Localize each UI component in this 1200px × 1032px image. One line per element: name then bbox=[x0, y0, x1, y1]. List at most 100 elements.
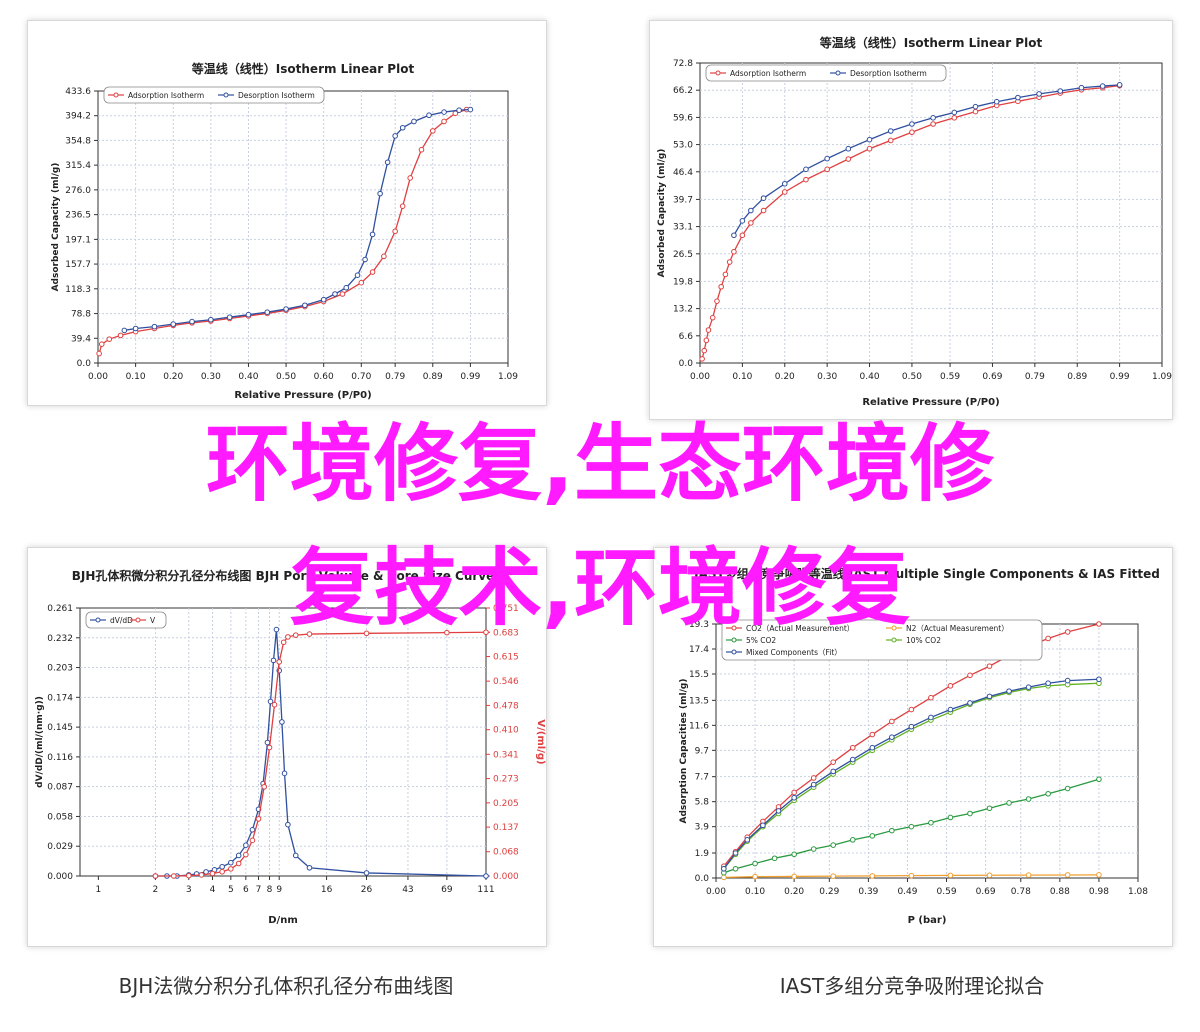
x-tick-label: 0.10 bbox=[745, 887, 765, 897]
x-tick-label: 111 bbox=[477, 885, 494, 895]
data-point bbox=[392, 228, 398, 235]
data-point bbox=[928, 714, 934, 721]
data-point bbox=[384, 159, 391, 166]
y-tick-label: 72.8 bbox=[673, 59, 693, 69]
isotherm-linear-plot-1: 等温线（线性）Isotherm Linear Plot 0.0 39.4 78.8 11… bbox=[51, 61, 518, 401]
data-point bbox=[752, 873, 758, 880]
data-point bbox=[1025, 872, 1032, 878]
y2-tick-label: 0.683 bbox=[493, 628, 519, 638]
data-point bbox=[726, 259, 733, 265]
data-point bbox=[718, 283, 724, 290]
data-point bbox=[381, 253, 387, 260]
data-point bbox=[363, 870, 370, 876]
data-point bbox=[132, 325, 139, 332]
data-point bbox=[1064, 785, 1071, 792]
data-point bbox=[791, 851, 797, 858]
y2-axis-label: V/(ml/g) bbox=[535, 719, 546, 764]
y-tick-label: 0.029 bbox=[47, 842, 73, 852]
data-point bbox=[947, 683, 954, 689]
data-point bbox=[810, 781, 817, 788]
y-axis-label: dV/dD/(ml/(nm·g)) bbox=[35, 696, 45, 788]
legend-marker bbox=[891, 637, 897, 643]
y-tick-label: 78.8 bbox=[71, 310, 91, 320]
y-tick-label: 0.087 bbox=[47, 783, 73, 793]
data-point bbox=[908, 872, 915, 879]
legend-marker bbox=[835, 70, 841, 76]
x-tick-label: 1.09 bbox=[1152, 372, 1172, 382]
data-point bbox=[1045, 790, 1051, 797]
y-axis-label: Adsorption Capacities (ml/g) bbox=[679, 679, 689, 824]
data-point bbox=[235, 852, 242, 859]
series-line-2 bbox=[723, 778, 1100, 874]
x-tick-label: 0.88 bbox=[1050, 887, 1070, 897]
bjh-pore-size-plot: BJH孔体积微分积分孔径分布线图 BJH Pore Volume & Pore … bbox=[35, 568, 546, 926]
x-tick-label: 0.10 bbox=[732, 372, 752, 382]
overlay-title-line-2: 复技术,环境修复 bbox=[290, 539, 910, 637]
data-point bbox=[699, 356, 705, 362]
y-axis-label: Adsorbed Capacity (ml/g) bbox=[51, 163, 61, 292]
overlay-title-line-1: 环境修复,生态环境修 bbox=[206, 415, 994, 513]
data-point bbox=[189, 318, 195, 325]
data-point bbox=[243, 842, 249, 848]
legend-box bbox=[103, 86, 325, 104]
x-tick-label: 0.20 bbox=[163, 372, 183, 382]
data-point bbox=[744, 837, 751, 843]
data-point bbox=[775, 808, 782, 814]
data-point bbox=[270, 657, 277, 664]
data-point bbox=[824, 155, 830, 162]
data-point bbox=[721, 865, 727, 872]
legend-entry: Adsorption Isotherm bbox=[730, 69, 806, 78]
legend-entry: 10% CO2 bbox=[906, 636, 941, 645]
data-point bbox=[369, 231, 376, 238]
data-point bbox=[429, 128, 436, 134]
data-point bbox=[866, 136, 873, 143]
y-tick-label: 0.058 bbox=[47, 812, 73, 822]
data-point bbox=[760, 822, 766, 829]
data-point bbox=[928, 694, 934, 701]
y-tick-label: 0.203 bbox=[47, 664, 73, 674]
x-tick-label: 0.40 bbox=[860, 372, 880, 382]
data-point bbox=[1036, 91, 1042, 97]
data-point bbox=[426, 112, 432, 119]
caption-bottom-right: IAST多组分竞争吸附理论拟合 bbox=[779, 974, 1045, 998]
y-tick-label: 0.000 bbox=[47, 872, 73, 882]
legend-box bbox=[705, 64, 947, 82]
legend-entry: Desorption Isotherm bbox=[850, 69, 927, 78]
data-point bbox=[117, 332, 124, 339]
y-tick-label: 236.5 bbox=[65, 211, 91, 221]
data-point bbox=[228, 866, 234, 872]
x-tick-label: 0.70 bbox=[351, 372, 371, 382]
data-point bbox=[887, 137, 894, 144]
x-axis-label: Relative Pressure (P/P0) bbox=[234, 390, 371, 401]
x-tick-label: 0.20 bbox=[775, 372, 795, 382]
data-point bbox=[771, 855, 778, 862]
data-point bbox=[292, 632, 299, 638]
legend-marker bbox=[223, 92, 229, 98]
x-tick-label: 0.00 bbox=[690, 372, 710, 382]
data-point bbox=[908, 823, 915, 830]
y-tick-label: 53.0 bbox=[673, 141, 693, 151]
data-point bbox=[306, 631, 313, 637]
data-point bbox=[986, 805, 993, 812]
x-tick-label: 0.99 bbox=[1110, 372, 1130, 382]
y-tick-label: 315.4 bbox=[65, 161, 91, 171]
data-point bbox=[343, 284, 350, 291]
data-point bbox=[1025, 684, 1032, 690]
plot-area bbox=[699, 62, 1163, 364]
y2-tick-label: 0.205 bbox=[493, 799, 519, 809]
legend-box bbox=[721, 619, 1043, 661]
data-point bbox=[280, 639, 287, 646]
y-tick-label: 17.4 bbox=[689, 645, 709, 655]
legend-marker bbox=[95, 617, 101, 623]
y-tick-label: 0.0 bbox=[695, 874, 710, 884]
data-point bbox=[845, 145, 852, 152]
data-point bbox=[1099, 83, 1106, 89]
x-tick-label: 4 bbox=[210, 885, 216, 895]
data-point bbox=[273, 626, 280, 633]
x-tick-label: 6 bbox=[243, 885, 249, 895]
data-point bbox=[266, 744, 273, 751]
data-point bbox=[930, 121, 936, 127]
y-tick-label: 6.6 bbox=[679, 332, 694, 342]
data-point bbox=[399, 124, 406, 131]
x-axis-label: P (bar) bbox=[908, 915, 947, 926]
